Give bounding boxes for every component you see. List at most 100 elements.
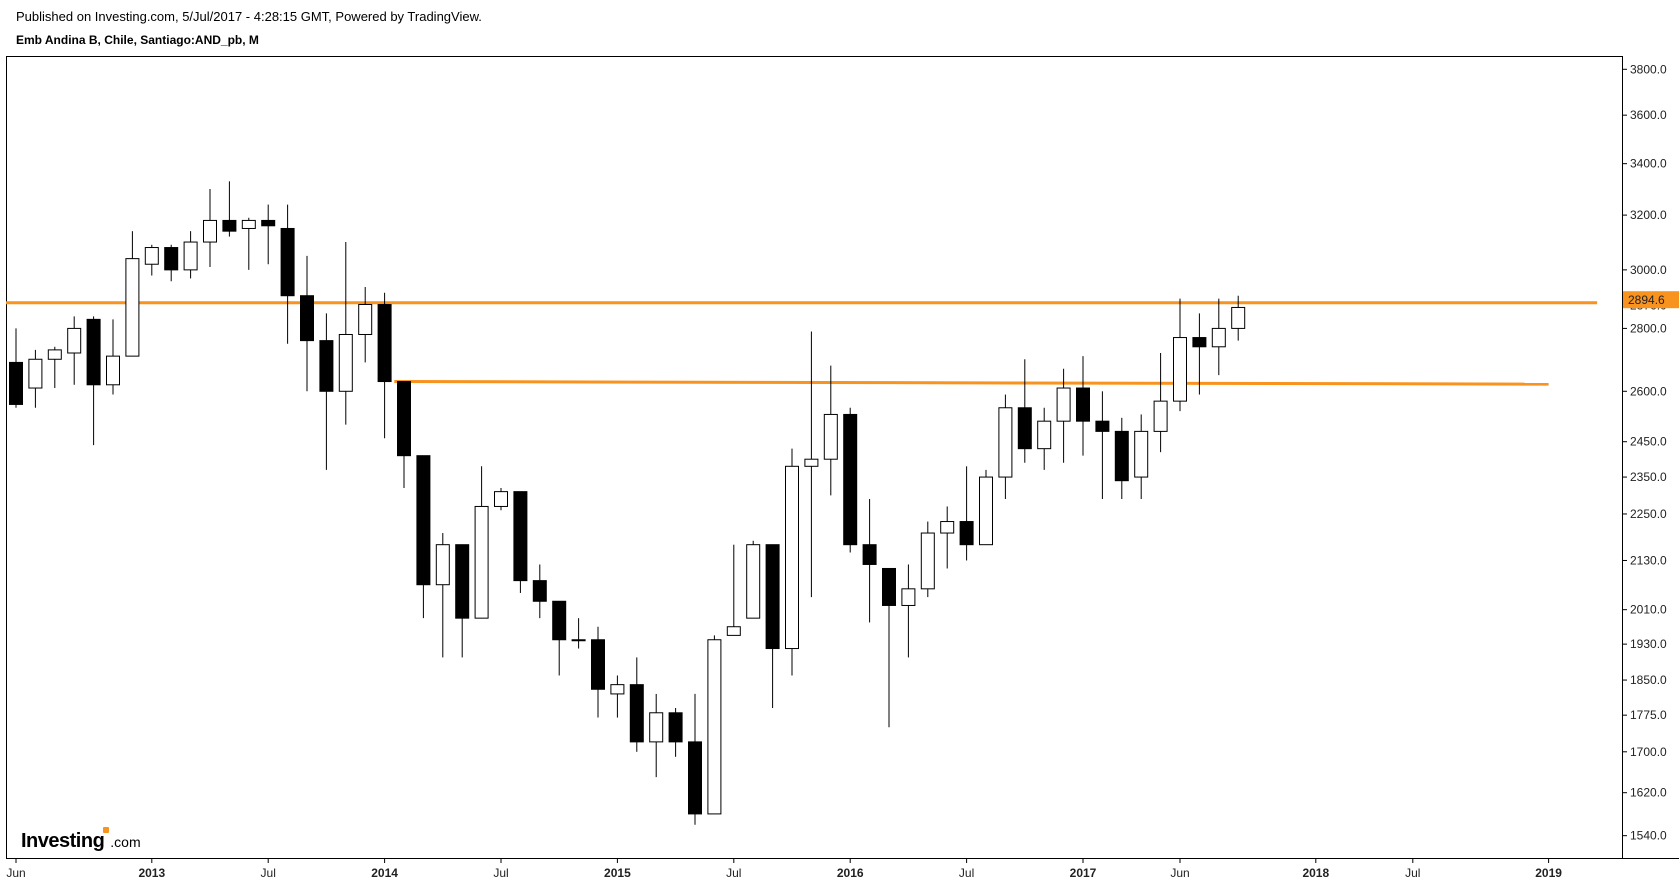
candle-body	[862, 544, 877, 565]
candle-body	[746, 544, 761, 619]
candle-body	[144, 247, 159, 265]
x-tick-label: Jul	[726, 866, 741, 880]
candle-body	[300, 295, 314, 342]
candle-body	[591, 639, 605, 690]
candle-body	[377, 304, 392, 383]
candle-body	[765, 544, 780, 650]
candle-body	[649, 712, 664, 743]
candle-body	[940, 521, 955, 534]
candle-body	[629, 684, 644, 743]
candle-body	[455, 544, 470, 619]
candle-body	[338, 333, 353, 392]
y-axis: 3800.03600.03400.03200.03000.02876.02800…	[1622, 62, 1667, 843]
x-tick-label: 2018	[1302, 866, 1329, 880]
candle-body	[222, 219, 237, 232]
candle-body	[804, 458, 819, 467]
x-tick-label: Jul	[493, 866, 508, 880]
candle-body	[203, 219, 217, 243]
candle-body	[86, 318, 101, 386]
trendlines	[6, 301, 1598, 386]
candle-body	[164, 247, 179, 271]
candle-body	[241, 219, 256, 229]
candle-body	[9, 361, 23, 405]
candle-body	[261, 219, 276, 227]
y-tick-label: 2800.0	[1630, 321, 1667, 335]
y-tick-label: 2130.0	[1630, 553, 1667, 567]
candle-body	[688, 741, 702, 815]
candle-body	[1211, 327, 1226, 348]
x-tick-label: 2019	[1535, 866, 1562, 880]
candle-body	[1076, 387, 1090, 422]
candle-body	[1173, 337, 1187, 402]
candle-body	[28, 358, 43, 389]
candle-body	[843, 413, 858, 546]
candle-body	[823, 413, 838, 460]
trendline	[394, 380, 1549, 386]
candle-body	[882, 567, 896, 606]
candle-body	[1153, 400, 1168, 432]
logo-dot	[103, 827, 110, 833]
x-tick-label: Jul	[1405, 866, 1420, 880]
x-tick-label: 2015	[604, 866, 631, 880]
candle-body	[1134, 430, 1149, 478]
candle-body	[998, 407, 1013, 478]
symbol-title: Emb Andina B, Chile, Santiago:AND_pb, M	[16, 33, 259, 47]
candle-body	[571, 639, 586, 642]
candles	[9, 181, 1246, 825]
last-price-badge	[1623, 291, 1679, 309]
chart-frame	[6, 56, 1623, 859]
x-tick-label: 2013	[138, 866, 165, 880]
x-tick-label: 2014	[371, 866, 398, 880]
candle-body	[1056, 387, 1071, 422]
y-tick-label: 3200.0	[1630, 208, 1667, 222]
candle-body	[532, 580, 547, 602]
candle-body	[1037, 420, 1052, 450]
candle-body	[280, 227, 295, 297]
logo-tld: .com	[110, 834, 141, 850]
y-tick-label: 1930.0	[1630, 637, 1667, 651]
last-price-label: 2894.6	[1628, 293, 1665, 307]
y-tick-label: 1620.0	[1630, 786, 1667, 800]
y-tick-label: 3800.0	[1630, 62, 1667, 76]
y-tick-label: 2010.0	[1630, 603, 1667, 617]
candle-body	[552, 600, 567, 641]
y-tick-label: 2250.0	[1630, 507, 1667, 521]
candle-body	[785, 465, 799, 650]
x-axis: Jun 2013 Jul 2014 Jul 2015 Jul 2016 Jul 2017 Jun 20…	[6, 858, 1562, 880]
candle-body	[979, 476, 993, 546]
candle-body	[1017, 407, 1032, 450]
x-tick-label: 2016	[837, 866, 864, 880]
candle-body	[358, 304, 373, 335]
x-tick-label: Jul	[261, 866, 276, 880]
x-tick-label: Jun	[1170, 866, 1189, 880]
x-tick-label: Jun	[6, 866, 25, 880]
candle-body	[1231, 306, 1246, 329]
y-tick-label: 1700.0	[1630, 745, 1667, 759]
y-tick-label: 1540.0	[1630, 829, 1667, 843]
candle-body	[416, 455, 431, 586]
candle-body	[435, 544, 450, 586]
candle-body	[47, 349, 62, 360]
published-caption: Published on Investing.com, 5/Jul/2017 -…	[16, 9, 482, 24]
y-tick-label: 2450.0	[1630, 435, 1667, 449]
y-tick-label: 2350.0	[1630, 470, 1667, 484]
candle-body	[106, 355, 120, 386]
candle-body	[668, 712, 683, 743]
candle-body	[67, 327, 82, 354]
candle-body	[610, 684, 625, 695]
logo-brand: Investing	[21, 830, 105, 852]
candle-body	[125, 258, 140, 357]
investing-logo: Investing .com	[21, 827, 141, 853]
x-tick-label: 2017	[1070, 866, 1097, 880]
candle-body	[1114, 430, 1129, 482]
candle-body	[1095, 420, 1110, 432]
y-tick-label: 2600.0	[1630, 384, 1667, 398]
candle-body	[397, 381, 411, 457]
y-tick-label: 1775.0	[1630, 708, 1667, 722]
x-tick-label: Jul	[959, 866, 974, 880]
y-tick-label: 1850.0	[1630, 673, 1667, 687]
candle-body	[513, 491, 528, 582]
candle-body	[707, 639, 722, 815]
last-price-tag: 2894.6	[1623, 291, 1679, 309]
